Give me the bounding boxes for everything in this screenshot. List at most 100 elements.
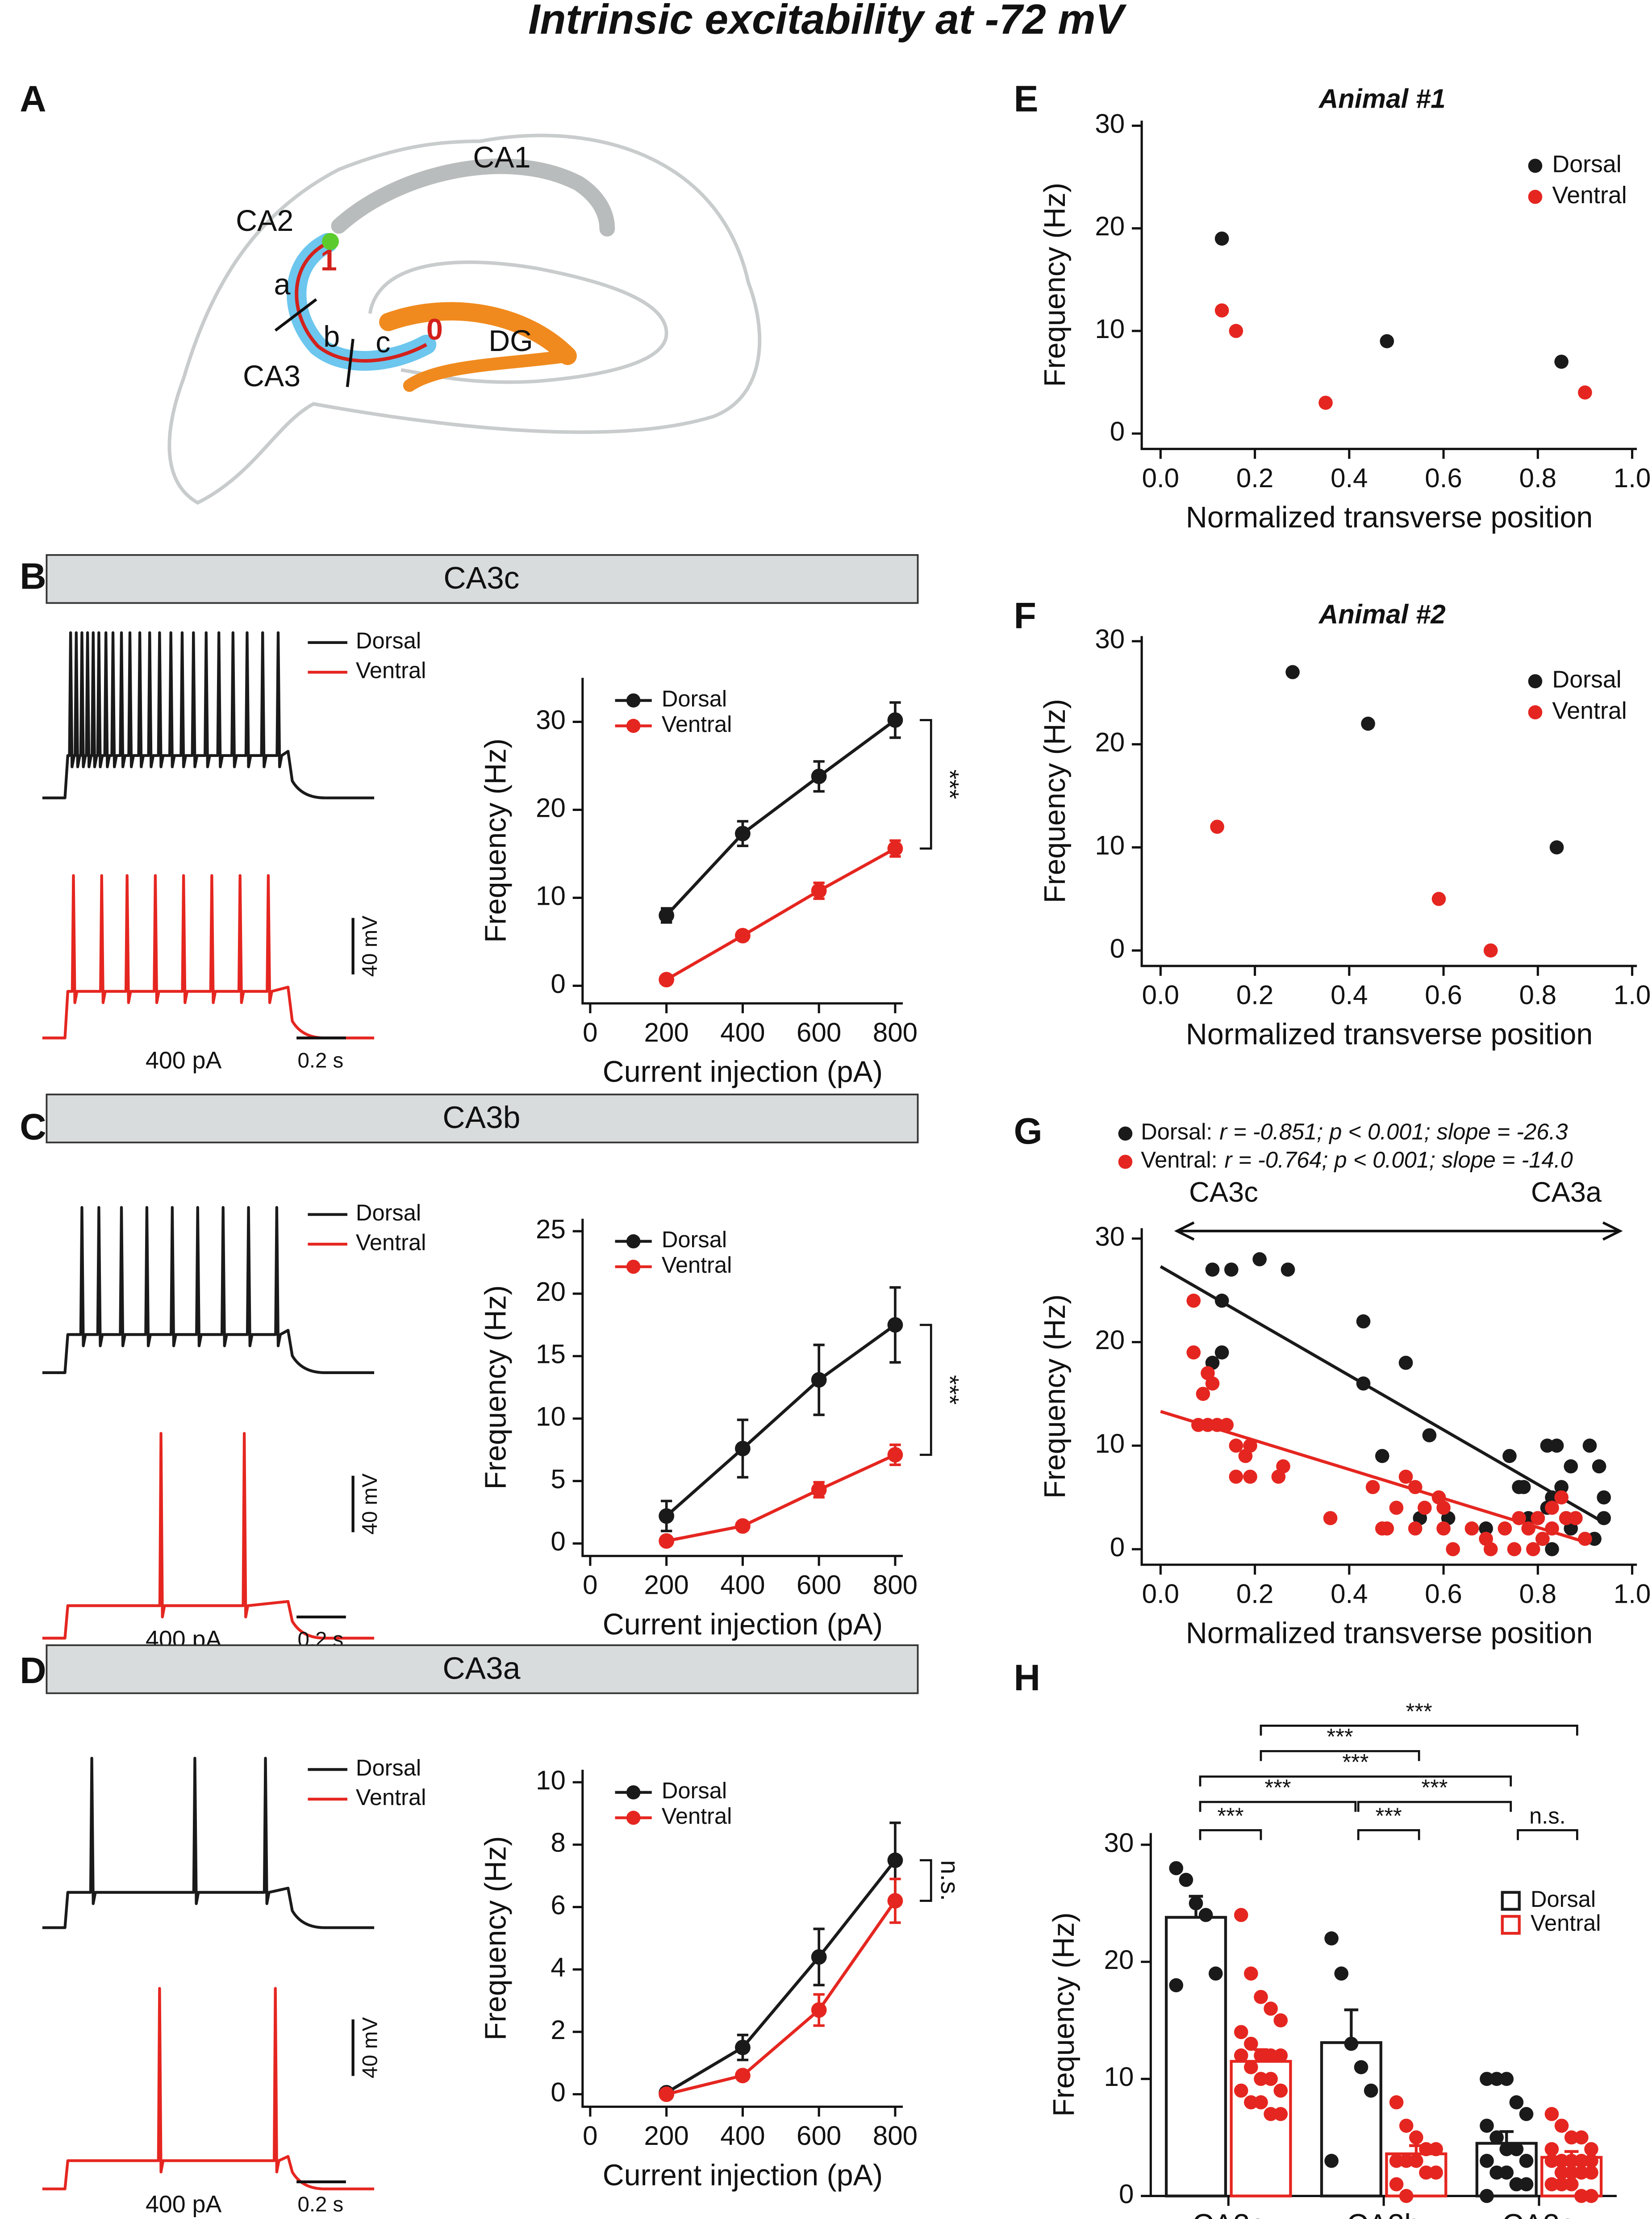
series-line bbox=[665, 847, 896, 981]
data-point bbox=[1398, 1469, 1413, 1484]
legend-marker bbox=[626, 1259, 641, 1274]
legend-label: Ventral bbox=[1531, 1910, 1601, 1936]
data-point bbox=[811, 2002, 827, 2018]
y-tick-label: 10 bbox=[536, 1401, 566, 1431]
x-axis-label: Normalized transverse position bbox=[1186, 501, 1593, 534]
x-tick-label: 600 bbox=[797, 2121, 841, 2151]
chart: G 0 10 20 30 0.0 0.2 0.4 0.6 0.8 1.0 Normalized tra… bbox=[1014, 1111, 1651, 1650]
data-point bbox=[1243, 1469, 1257, 1484]
data-point bbox=[1354, 2060, 1368, 2074]
panel-label: C bbox=[20, 1107, 46, 1148]
x-tick-label: 0.0 bbox=[1142, 1579, 1180, 1609]
data-point bbox=[1364, 2083, 1378, 2098]
scale-time: 0.2 s bbox=[297, 2193, 343, 2216]
data-point bbox=[1273, 2013, 1288, 2028]
x-tick-label: 0.6 bbox=[1425, 980, 1462, 1010]
significance-bracket bbox=[919, 1324, 932, 1456]
legend-label: Dorsal bbox=[356, 1755, 421, 1780]
data-point bbox=[1186, 1345, 1201, 1360]
data-point bbox=[1549, 840, 1564, 855]
x-tick-label: 600 bbox=[797, 1017, 841, 1047]
data-point bbox=[1380, 334, 1394, 348]
data-point bbox=[1519, 2177, 1534, 2192]
data-point bbox=[1356, 1314, 1371, 1329]
series-line bbox=[665, 1859, 897, 2094]
data-point bbox=[1574, 2189, 1589, 2203]
data-point bbox=[1544, 2107, 1559, 2121]
panel-label: A bbox=[20, 79, 46, 119]
data-point bbox=[1196, 1387, 1210, 1401]
panel-label: F bbox=[1014, 596, 1036, 636]
data-point bbox=[1574, 2165, 1589, 2180]
brain-outline bbox=[167, 134, 762, 505]
x-tick-label: 0.0 bbox=[1142, 980, 1180, 1010]
legend-stats: r = -0.851; p < 0.001; slope = -26.3 bbox=[1219, 1119, 1568, 1145]
data-point bbox=[1409, 2130, 1423, 2145]
x-tick-label: 0.4 bbox=[1331, 463, 1368, 493]
legend-name: Ventral: bbox=[1141, 1147, 1218, 1173]
data-point bbox=[1446, 1542, 1460, 1556]
x-tick-label: 0.2 bbox=[1236, 980, 1274, 1010]
legend-label: Ventral: r = -0.764; p < 0.001; slope = -… bbox=[1141, 1147, 1573, 1173]
panel-label: B bbox=[20, 556, 46, 597]
significance-label: *** bbox=[935, 769, 964, 799]
legend-marker bbox=[1528, 705, 1543, 719]
legend-marker bbox=[1528, 674, 1543, 689]
chart: 0 5 10 15 20 25 0 200 400 600 800 Current injection… bbox=[480, 1214, 964, 1641]
data-point bbox=[811, 769, 827, 784]
y-tick-label: 10 bbox=[1095, 830, 1125, 860]
data-point bbox=[1229, 1469, 1243, 1484]
x-tick-label: CA3c bbox=[1192, 2209, 1264, 2219]
data-point bbox=[1499, 2165, 1514, 2180]
data-point bbox=[1201, 1366, 1215, 1380]
data-point bbox=[1489, 2072, 1504, 2086]
data-point bbox=[1361, 716, 1375, 731]
panel-label: E bbox=[1014, 79, 1039, 119]
data-point bbox=[1592, 1459, 1606, 1474]
y-tick-label: 0 bbox=[1110, 1532, 1125, 1562]
data-point bbox=[1254, 1989, 1268, 2004]
data-point bbox=[1554, 2165, 1569, 2180]
y-axis-label: Frequency (Hz) bbox=[480, 1285, 513, 1489]
region-label: CA1 bbox=[473, 141, 530, 174]
x-tick-label: 0.6 bbox=[1425, 1579, 1462, 1609]
series-line bbox=[665, 1324, 896, 1517]
dg-region bbox=[403, 349, 574, 392]
header-label: CA3c bbox=[443, 560, 519, 595]
legend-name: Dorsal: bbox=[1141, 1119, 1212, 1145]
legend-label: Ventral bbox=[356, 1229, 426, 1255]
scale-bar bbox=[296, 2019, 355, 2183]
hippocampus-diagram: A CA1 CA2 CA3 DG a b c 1 0 bbox=[20, 79, 762, 505]
data-point bbox=[1264, 2048, 1278, 2063]
data-point bbox=[1281, 1262, 1295, 1277]
data-point bbox=[1584, 2165, 1598, 2180]
x-axis-label: Normalized transverse position bbox=[1186, 1617, 1593, 1650]
data-point bbox=[1273, 2107, 1288, 2121]
header-box bbox=[46, 1093, 919, 1144]
bar bbox=[1164, 1916, 1227, 2198]
data-point bbox=[1422, 1428, 1437, 1442]
region-label: CA2 bbox=[236, 205, 293, 238]
data-point bbox=[1489, 2130, 1504, 2145]
x-tick-label: 0.6 bbox=[1425, 463, 1462, 493]
x-tick-label: 1.0 bbox=[1614, 1579, 1651, 1609]
y-tick-label: 0 bbox=[1110, 417, 1125, 447]
legend-marker bbox=[1501, 1915, 1521, 1935]
data-point bbox=[1229, 324, 1243, 338]
y-tick-label: 30 bbox=[1095, 624, 1125, 654]
x-tick-label: 1.0 bbox=[1614, 463, 1651, 493]
data-point bbox=[1214, 1345, 1229, 1360]
chart: 0 10 20 30 0 200 400 600 800 Current injection (p… bbox=[480, 677, 964, 1089]
legend-label: Ventral bbox=[356, 1784, 426, 1810]
data-point bbox=[735, 928, 751, 944]
data-point bbox=[1489, 2165, 1504, 2180]
data-point bbox=[1597, 1490, 1611, 1504]
data-point bbox=[1499, 2142, 1514, 2156]
region-label: DG bbox=[488, 325, 533, 358]
data-point bbox=[1544, 2177, 1559, 2192]
chart: F Animal #2 0 10 20 30 0.0 0.2 0.4 0.6 0.8 1.0 Norma… bbox=[1014, 596, 1651, 1051]
segment-label: b bbox=[323, 321, 340, 354]
header-label: CA3b bbox=[442, 1100, 520, 1135]
axes bbox=[1140, 121, 1637, 450]
